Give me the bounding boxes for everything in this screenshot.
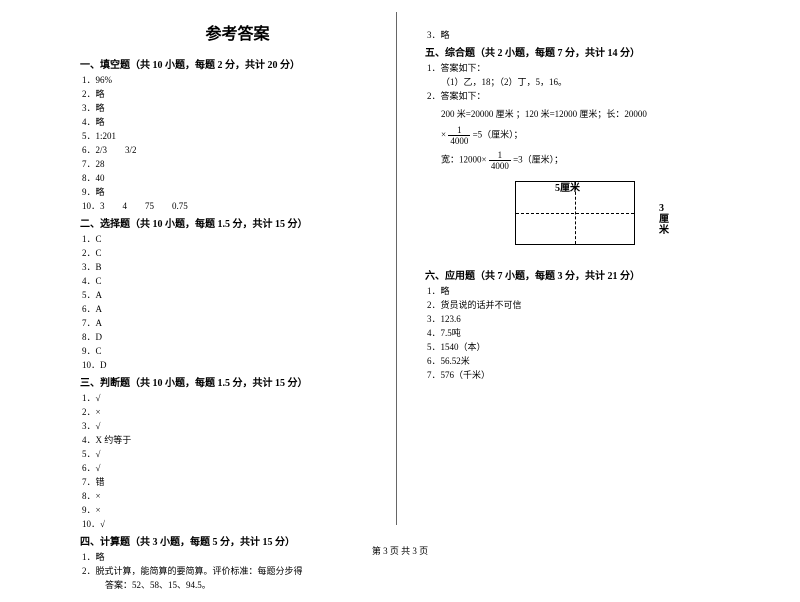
frac2-den: 4000 <box>489 161 511 171</box>
rect-label-right: 3 厘 米 <box>659 203 673 236</box>
section-6-heading: 六、应用题（共 7 小题，每题 3 分，共计 21 分） <box>425 267 740 282</box>
s5-a1b: （1）乙，18；（2）丁，5，16。 <box>441 75 740 89</box>
s6-a1: 2．货员说的话并不可信 <box>427 298 740 312</box>
s2-a9: 10．D <box>82 358 395 372</box>
s6-a4: 5．1540（本） <box>427 340 740 354</box>
s1-a3: 4．略 <box>82 115 395 129</box>
s5-a1: 1．答案如下： <box>427 61 740 75</box>
l2a-pre: 宽：12000× <box>441 155 487 165</box>
fraction-1: 1 4000 <box>448 125 470 146</box>
s1-a5: 6．2/3 3/2 <box>82 143 395 157</box>
section-3-heading: 三、判断题（共 10 小题，每题 1.5 分，共计 15 分） <box>80 374 395 389</box>
right-column: 3．略 五、综合题（共 2 小题，每题 7 分，共计 14 分） 1．答案如下：… <box>425 20 740 592</box>
s2-a1: 2．C <box>82 246 395 260</box>
s5-line1a: 200 米=20000 厘米 ；120 米=12000 厘米；长：20000 <box>441 107 740 121</box>
s1-a6: 7．28 <box>82 157 395 171</box>
rectangle-diagram: 5厘米 3 厘 米 <box>515 181 655 257</box>
l1b-pre: × <box>441 130 446 140</box>
s3-a5: 6．√ <box>82 461 395 475</box>
s2-a5: 6．A <box>82 302 395 316</box>
page-footer: 第 3 页 共 3 页 <box>0 544 800 557</box>
s6-a0: 1．略 <box>427 284 740 298</box>
s2-a2: 3．B <box>82 260 395 274</box>
s4-a2: 答案：52、58、15、94.5。 <box>96 578 395 592</box>
s6-a2: 3．123.6 <box>427 312 740 326</box>
s1-a1: 2．略 <box>82 87 395 101</box>
s3-a1: 2．× <box>82 405 395 419</box>
rr2: 厘 <box>659 214 669 225</box>
s3-a6: 7．错 <box>82 475 395 489</box>
frac1-num: 1 <box>448 125 470 136</box>
s3-a2: 3．√ <box>82 419 395 433</box>
s6-a6: 7．576（千米） <box>427 368 740 382</box>
l2a-post: =3（厘米）； <box>513 155 563 165</box>
rectangle-box <box>515 181 635 245</box>
section-1-heading: 一、填空题（共 10 小题，每题 2 分，共计 20 分） <box>80 56 395 71</box>
s3-a8: 9．× <box>82 503 395 517</box>
s6-a3: 4．7.5吨 <box>427 326 740 340</box>
frac2-num: 1 <box>489 150 511 161</box>
s2-a8: 9．C <box>82 344 395 358</box>
l1b-post: =5（厘米）； <box>473 130 523 140</box>
s1-a8: 9．略 <box>82 185 395 199</box>
s4-a1: 2．脱式计算，能简算的要简算。评价标准：每题分步得 <box>82 564 395 578</box>
s3-a0: 1．√ <box>82 391 395 405</box>
s2-a3: 4．C <box>82 274 395 288</box>
s3-a9: 10．√ <box>82 517 395 531</box>
page-title: 参考答案 <box>80 20 395 44</box>
page-container: 参考答案 一、填空题（共 10 小题，每题 2 分，共计 20 分） 1．96%… <box>0 0 800 602</box>
s3-a4: 5．√ <box>82 447 395 461</box>
s3-a3: 4．X 约等于 <box>82 433 395 447</box>
s2-a7: 8．D <box>82 330 395 344</box>
frac1-den: 4000 <box>448 136 470 146</box>
s1-a4: 5．1:201 <box>82 129 395 143</box>
s3-a7: 8．× <box>82 489 395 503</box>
s5-line1b: × 1 4000 =5（厘米）； <box>441 125 740 146</box>
s1-a0: 1．96% <box>82 73 395 87</box>
rr3: 米 <box>659 225 669 236</box>
pre-item: 3．略 <box>427 28 740 42</box>
s5-line2a: 宽：12000× 1 4000 =3（厘米）； <box>441 150 740 171</box>
s2-a4: 5．A <box>82 288 395 302</box>
s6-a5: 6．56.52米 <box>427 354 740 368</box>
s1-a7: 8．40 <box>82 171 395 185</box>
s1-a9: 10．3 4 75 0.75 <box>82 199 395 213</box>
rect-horizontal-dash <box>516 213 634 214</box>
left-column: 参考答案 一、填空题（共 10 小题，每题 2 分，共计 20 分） 1．96%… <box>80 20 395 592</box>
section-2-heading: 二、选择题（共 10 小题，每题 1.5 分，共计 15 分） <box>80 215 395 230</box>
section-5-heading: 五、综合题（共 2 小题，每题 7 分，共计 14 分） <box>425 44 740 59</box>
s1-a2: 3．略 <box>82 101 395 115</box>
s5-a2: 2．答案如下： <box>427 89 740 103</box>
fraction-2: 1 4000 <box>489 150 511 171</box>
s2-a6: 7．A <box>82 316 395 330</box>
s2-a0: 1．C <box>82 232 395 246</box>
column-divider <box>396 12 397 525</box>
rr1: 3 <box>659 203 664 214</box>
